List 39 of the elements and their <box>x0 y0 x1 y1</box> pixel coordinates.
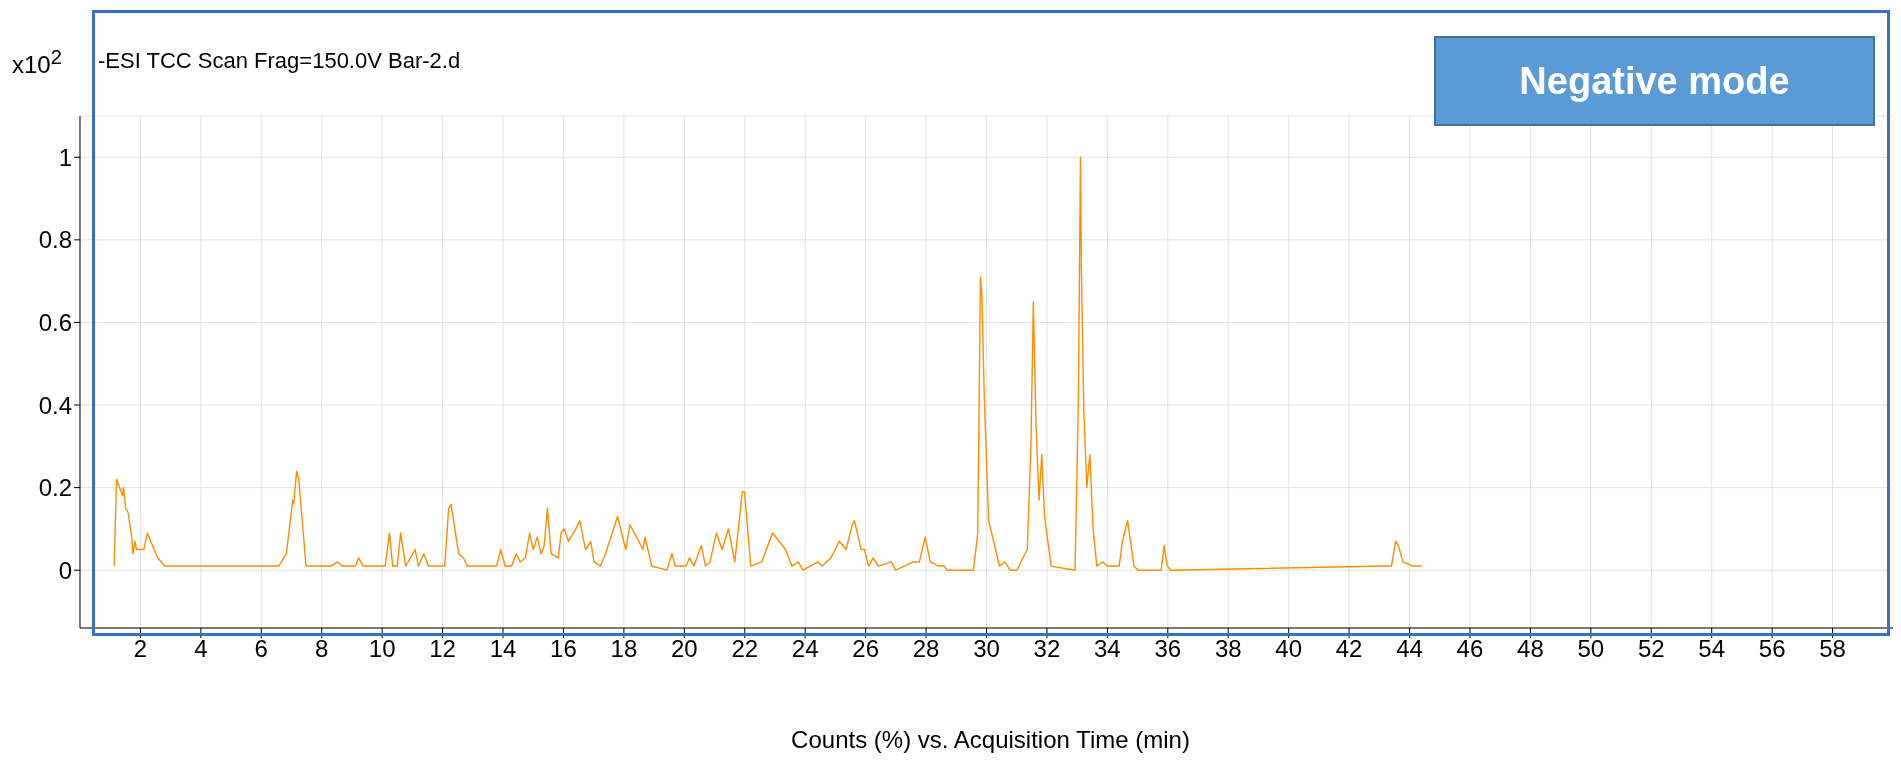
x-tick-label: 46 <box>1456 635 1484 663</box>
y-tick-label: 0.6 <box>38 308 72 336</box>
x-tick-label: 4 <box>194 635 208 663</box>
y-axis-title: x10$^{2}$ <box>12 46 62 79</box>
x-tick-label: 50 <box>1577 635 1605 663</box>
x-tick-label: 54 <box>1698 635 1726 663</box>
x-tick-label: 48 <box>1517 635 1544 663</box>
y-tick-label: 0.2 <box>38 474 72 502</box>
y-tick-label: 0 <box>58 556 72 584</box>
x-tick-label: 26 <box>852 635 879 663</box>
x-tick-label: 32 <box>1033 635 1061 663</box>
x-tick-label: 42 <box>1335 635 1363 663</box>
x-tick-label: 18 <box>610 635 638 663</box>
x-tick-label: 6 <box>254 635 268 663</box>
chart-title: -ESI TCC Scan Frag=150.0V Bar-2.d <box>98 48 461 74</box>
x-tick-label: 2 <box>133 635 148 663</box>
x-tick-label: 12 <box>429 635 456 663</box>
y-tick-label: 1 <box>58 143 72 171</box>
x-tick-label: 16 <box>550 635 577 663</box>
x-tick-label: 8 <box>315 635 329 663</box>
x-tick-label: 38 <box>1214 635 1242 663</box>
y-tick-label: 0.8 <box>38 226 72 254</box>
x-tick-label: 36 <box>1154 635 1182 663</box>
x-tick-label: 28 <box>912 635 940 663</box>
x-tick-label: 52 <box>1637 635 1665 663</box>
x-tick-label: 30 <box>973 635 1000 663</box>
x-tick-label: 22 <box>731 635 759 663</box>
x-tick-label: 20 <box>670 635 698 663</box>
x-tick-label: 24 <box>791 635 819 663</box>
x-tick-label: 56 <box>1758 635 1786 663</box>
x-tick-label: 10 <box>368 635 396 663</box>
x-axis-title: Counts (%) vs. Acquisition Time (min) <box>791 726 1190 753</box>
line-series <box>113 156 1423 571</box>
x-tick-label: 44 <box>1396 635 1423 663</box>
x-tick-label: 34 <box>1094 635 1121 663</box>
x-tick-label: 14 <box>489 635 517 663</box>
y-tick-label: 0.4 <box>38 391 72 419</box>
x-tick-label: 58 <box>1819 635 1846 663</box>
x-tick-label: 40 <box>1275 635 1303 663</box>
